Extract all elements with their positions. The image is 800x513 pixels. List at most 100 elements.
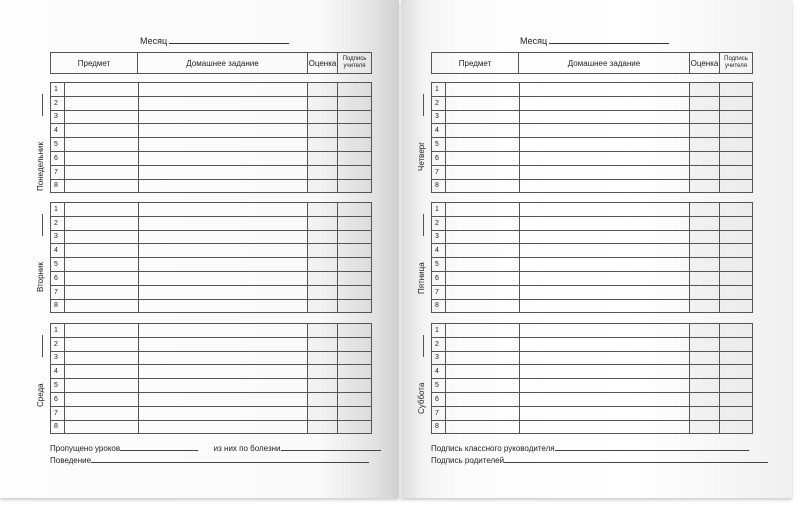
sign-cell[interactable]: [719, 270, 753, 286]
subject-cell[interactable]: [444, 229, 520, 245]
grade-cell[interactable]: [689, 298, 721, 314]
sign-cell[interactable]: [337, 150, 372, 166]
homework-cell[interactable]: [137, 284, 309, 300]
subject-cell[interactable]: [63, 336, 139, 352]
sign-cell[interactable]: [719, 137, 753, 152]
sign-cell[interactable]: [337, 164, 372, 180]
sign-cell[interactable]: [337, 178, 372, 194]
sign-cell[interactable]: [337, 202, 372, 217]
grade-cell[interactable]: [307, 178, 339, 194]
subject-cell[interactable]: [63, 323, 139, 338]
grade-cell[interactable]: [307, 298, 339, 314]
sign-cell[interactable]: [719, 350, 753, 366]
sign-cell[interactable]: [337, 405, 372, 421]
subject-cell[interactable]: [444, 109, 520, 125]
subject-cell[interactable]: [444, 270, 520, 286]
homework-cell[interactable]: [137, 364, 309, 380]
grade-cell[interactable]: [689, 419, 721, 435]
subject-cell[interactable]: [444, 378, 520, 393]
grade-cell[interactable]: [307, 323, 339, 338]
grade-cell[interactable]: [689, 350, 721, 366]
subject-cell[interactable]: [63, 150, 139, 166]
sign-cell[interactable]: [719, 298, 753, 314]
homework-cell[interactable]: [518, 298, 691, 314]
sign-cell[interactable]: [337, 229, 372, 245]
sign-cell[interactable]: [719, 284, 753, 300]
sign-cell[interactable]: [719, 323, 753, 338]
grade-cell[interactable]: [689, 150, 721, 166]
grade-cell[interactable]: [689, 243, 721, 259]
homework-cell[interactable]: [518, 215, 691, 231]
subject-cell[interactable]: [444, 178, 520, 194]
subject-cell[interactable]: [63, 378, 139, 393]
subject-cell[interactable]: [63, 95, 139, 111]
sign-cell[interactable]: [337, 82, 372, 97]
missed-lessons-field[interactable]: Пропущено уроков из них по болезни: [50, 443, 381, 453]
grade-cell[interactable]: [307, 419, 339, 435]
homework-cell[interactable]: [518, 202, 691, 217]
subject-cell[interactable]: [444, 243, 520, 259]
sign-cell[interactable]: [337, 364, 372, 380]
subject-cell[interactable]: [444, 137, 520, 152]
grade-cell[interactable]: [689, 364, 721, 380]
sign-cell[interactable]: [337, 336, 372, 352]
homework-cell[interactable]: [137, 323, 309, 338]
grade-cell[interactable]: [689, 178, 721, 194]
sign-cell[interactable]: [337, 419, 372, 435]
homework-cell[interactable]: [518, 137, 691, 152]
sign-cell[interactable]: [337, 378, 372, 393]
grade-cell[interactable]: [689, 123, 721, 139]
homework-cell[interactable]: [137, 178, 309, 194]
grade-cell[interactable]: [307, 270, 339, 286]
sign-cell[interactable]: [337, 257, 372, 272]
homework-cell[interactable]: [518, 284, 691, 300]
grade-cell[interactable]: [307, 150, 339, 166]
grade-cell[interactable]: [307, 164, 339, 180]
grade-cell[interactable]: [689, 82, 721, 97]
homework-cell[interactable]: [137, 405, 309, 421]
subject-cell[interactable]: [444, 82, 520, 97]
sign-cell[interactable]: [719, 364, 753, 380]
sign-cell[interactable]: [337, 284, 372, 300]
homework-cell[interactable]: [137, 215, 309, 231]
subject-cell[interactable]: [63, 243, 139, 259]
sign-cell[interactable]: [719, 229, 753, 245]
subject-cell[interactable]: [63, 137, 139, 152]
subject-cell[interactable]: [444, 150, 520, 166]
subject-cell[interactable]: [63, 178, 139, 194]
sign-cell[interactable]: [337, 215, 372, 231]
subject-cell[interactable]: [63, 350, 139, 366]
homework-cell[interactable]: [137, 229, 309, 245]
grade-cell[interactable]: [689, 336, 721, 352]
homework-cell[interactable]: [518, 229, 691, 245]
subject-cell[interactable]: [63, 215, 139, 231]
grade-cell[interactable]: [307, 405, 339, 421]
grade-cell[interactable]: [307, 123, 339, 139]
grade-cell[interactable]: [689, 270, 721, 286]
homework-cell[interactable]: [137, 109, 309, 125]
sign-cell[interactable]: [337, 243, 372, 259]
sign-cell[interactable]: [719, 391, 753, 407]
homework-cell[interactable]: [137, 202, 309, 217]
grade-cell[interactable]: [307, 215, 339, 231]
sign-cell[interactable]: [719, 150, 753, 166]
subject-cell[interactable]: [63, 257, 139, 272]
grade-cell[interactable]: [307, 243, 339, 259]
grade-cell[interactable]: [689, 164, 721, 180]
subject-cell[interactable]: [444, 257, 520, 272]
subject-cell[interactable]: [63, 364, 139, 380]
homework-cell[interactable]: [137, 243, 309, 259]
grade-cell[interactable]: [307, 350, 339, 366]
grade-cell[interactable]: [307, 284, 339, 300]
sign-cell[interactable]: [719, 336, 753, 352]
subject-cell[interactable]: [444, 284, 520, 300]
subject-cell[interactable]: [444, 391, 520, 407]
subject-cell[interactable]: [63, 419, 139, 435]
homework-cell[interactable]: [518, 270, 691, 286]
homework-cell[interactable]: [518, 109, 691, 125]
homework-cell[interactable]: [137, 419, 309, 435]
homework-cell[interactable]: [518, 178, 691, 194]
subject-cell[interactable]: [444, 298, 520, 314]
homework-cell[interactable]: [137, 137, 309, 152]
homework-cell[interactable]: [518, 336, 691, 352]
